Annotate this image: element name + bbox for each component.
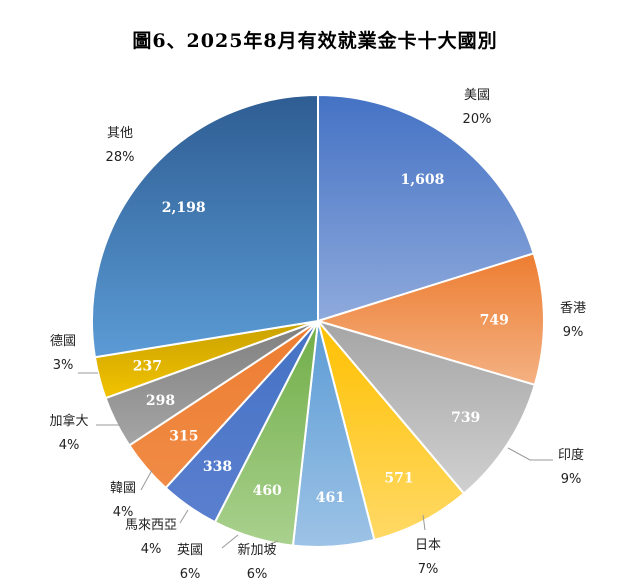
slice-percent-label: 6% bbox=[247, 567, 268, 582]
leader-line bbox=[140, 469, 153, 491]
slice-value-label: 237 bbox=[133, 358, 162, 374]
slice-value-label: 571 bbox=[384, 471, 413, 487]
slice-value-label: 315 bbox=[169, 429, 198, 445]
slice-value-label: 1,608 bbox=[400, 172, 444, 188]
slice-category-label: 香港 bbox=[560, 301, 586, 316]
chart-title: 圖6、2025年8月有效就業金卡十大國別 bbox=[132, 30, 498, 52]
slice-category-label: 新加坡 bbox=[237, 542, 276, 558]
leader-line bbox=[267, 540, 279, 546]
slice-category-label: 英國 bbox=[177, 543, 203, 558]
leader-line bbox=[422, 514, 426, 531]
slice-value-label: 2,198 bbox=[162, 200, 206, 216]
slice-category-label: 韓國 bbox=[110, 481, 136, 496]
slice-percent-label: 9% bbox=[563, 325, 584, 340]
slice-value-label: 338 bbox=[203, 459, 232, 475]
slice-category-label: 印度 bbox=[558, 447, 584, 463]
slice-category-label: 馬來西亞 bbox=[125, 518, 177, 533]
pie-slice bbox=[314, 252, 545, 387]
pie-slice bbox=[91, 93, 319, 359]
slice-percent-label: 6% bbox=[180, 567, 201, 582]
slice-percent-label: 28% bbox=[106, 150, 135, 165]
slice-percent-label: 4% bbox=[113, 505, 134, 520]
slice-value-label: 749 bbox=[480, 313, 509, 329]
slice-category-label: 德國 bbox=[50, 334, 76, 349]
pie-slice bbox=[317, 93, 535, 323]
slice-value-label: 461 bbox=[316, 490, 345, 506]
leader-line bbox=[179, 509, 189, 524]
slice-value-label: 298 bbox=[146, 393, 175, 409]
slice-value-label: 460 bbox=[253, 483, 282, 499]
leader-line bbox=[221, 534, 239, 549]
slice-percent-label: 9% bbox=[561, 472, 582, 487]
leader-line bbox=[507, 447, 553, 461]
slice-percent-label: 4% bbox=[141, 542, 162, 557]
slice-percent-label: 4% bbox=[59, 438, 80, 453]
pie-slice bbox=[317, 320, 466, 542]
slice-category-label: 美國 bbox=[464, 88, 490, 103]
slice-percent-label: 3% bbox=[53, 358, 74, 373]
pie-slice bbox=[315, 319, 537, 495]
slice-percent-label: 7% bbox=[418, 562, 439, 577]
slice-value-label: 739 bbox=[451, 410, 480, 426]
slice-category-label: 加拿大 bbox=[49, 413, 88, 429]
slice-category-label: 日本 bbox=[415, 538, 441, 553]
slice-category-label: 其他 bbox=[107, 126, 133, 141]
slice-percent-label: 20% bbox=[463, 112, 492, 127]
